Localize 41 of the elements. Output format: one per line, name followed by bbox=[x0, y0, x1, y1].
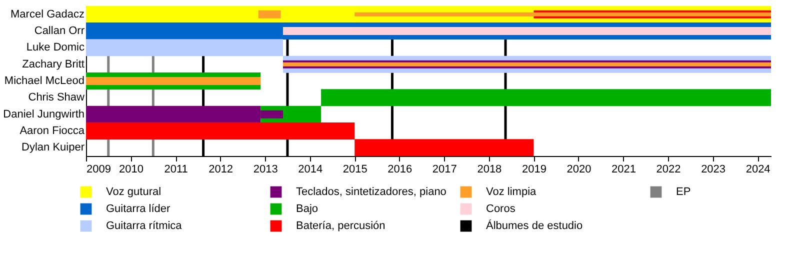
x-tick-label: 2023 bbox=[701, 164, 726, 176]
x-tick-label: 2012 bbox=[208, 164, 234, 176]
y-tick-label: Dylan Kuiper bbox=[22, 142, 85, 154]
legend-label: Voz gutural bbox=[106, 186, 162, 198]
x-tick-label: 2020 bbox=[566, 164, 592, 176]
y-tick-label: Aaron Fiocca bbox=[20, 125, 86, 137]
x-tick-label: 2014 bbox=[298, 164, 323, 176]
legend-label: Teclados, sintetizadores, piano bbox=[296, 186, 446, 198]
legend-label: Guitarra líder bbox=[106, 203, 171, 215]
bar bbox=[354, 12, 771, 16]
bar bbox=[86, 39, 283, 56]
legend-label: Batería, percusión bbox=[296, 220, 386, 232]
y-tick-label: Zachary Britt bbox=[22, 58, 84, 70]
legend-label: Álbumes de estudio bbox=[486, 219, 583, 232]
legend-label: Guitarra rítmica bbox=[106, 220, 183, 232]
legend-label: EP bbox=[676, 186, 691, 198]
x-tick-label: 2013 bbox=[253, 164, 278, 176]
x-tick-label: 2016 bbox=[388, 164, 412, 176]
y-tick-label: Michael McLeod bbox=[4, 75, 84, 87]
y-tick-label: Callan Orr bbox=[34, 25, 85, 37]
legend-label: Voz limpia bbox=[486, 186, 538, 198]
x-tick-label: 2019 bbox=[522, 164, 546, 176]
y-tick-label: Chris Shaw bbox=[28, 92, 85, 104]
bar bbox=[282, 27, 771, 35]
x-tick-label: 2015 bbox=[342, 164, 368, 176]
bar bbox=[258, 10, 281, 18]
legend-label: Bajo bbox=[296, 203, 318, 215]
x-tick-label: 2011 bbox=[164, 164, 188, 176]
y-tick-label: Luke Domic bbox=[26, 42, 85, 54]
y-tick-label: Marcel Gadacz bbox=[10, 8, 84, 20]
x-tick-label: 2010 bbox=[119, 164, 144, 176]
y-tick-label: Daniel Jungwirth bbox=[3, 108, 84, 120]
bar bbox=[86, 77, 261, 85]
x-tick-label: 2021 bbox=[612, 164, 636, 176]
x-tick-label: 2022 bbox=[656, 164, 681, 176]
x-tick-label: 2009 bbox=[86, 164, 111, 176]
bar bbox=[321, 89, 771, 106]
x-tick-label: 2024 bbox=[746, 164, 770, 176]
legend-label: Coros bbox=[486, 203, 516, 215]
x-tick-label: 2017 bbox=[432, 164, 457, 176]
x-tick-label: 2018 bbox=[477, 164, 502, 176]
